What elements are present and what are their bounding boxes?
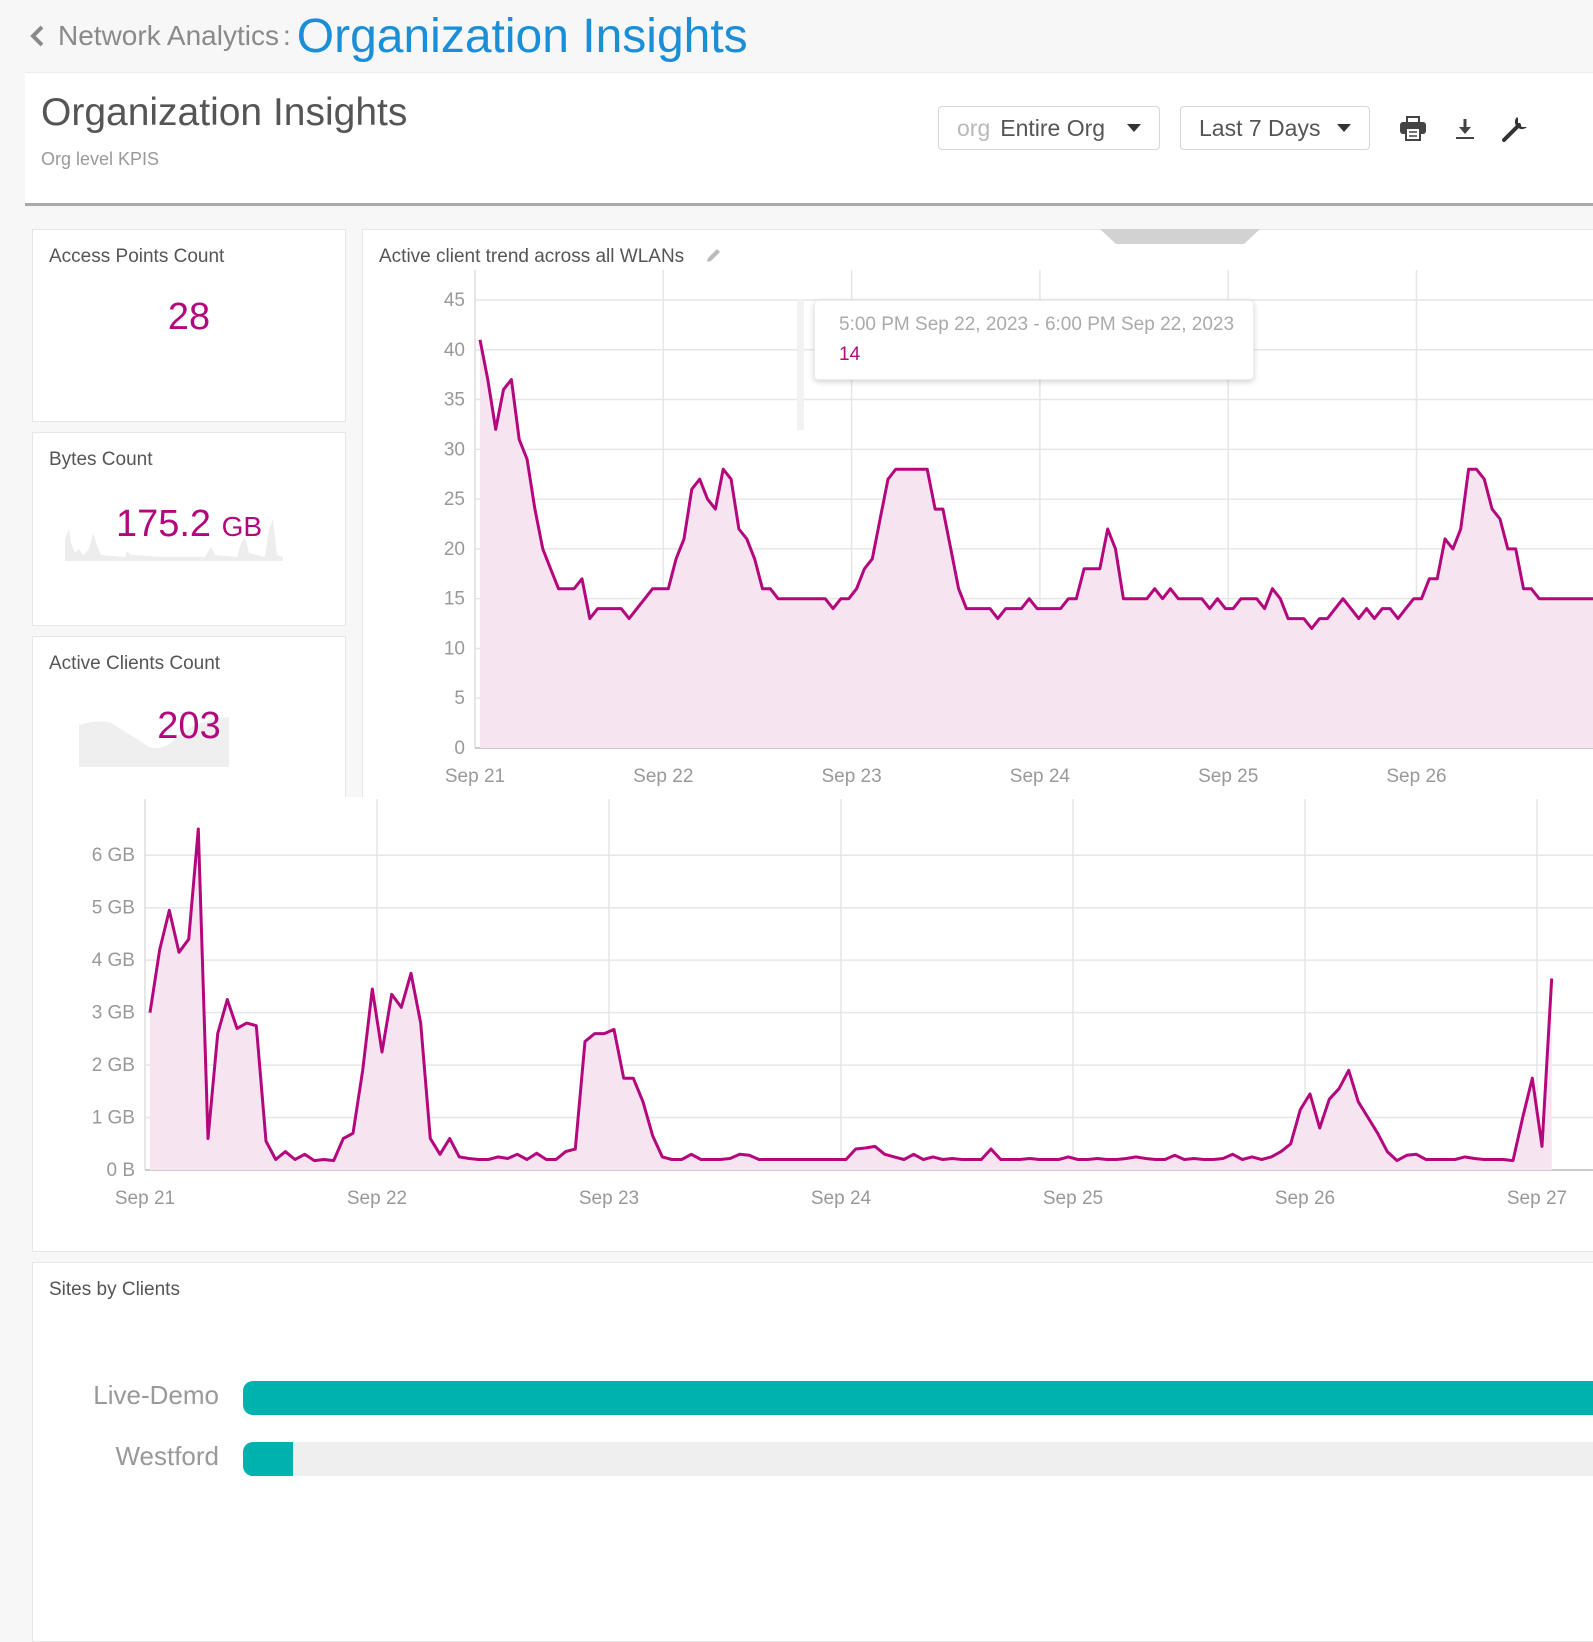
- org-select[interactable]: org Entire Org: [938, 106, 1160, 150]
- x-tick-label: Sep 23: [579, 1188, 639, 1209]
- x-tick-label: Sep 24: [811, 1188, 872, 1209]
- chevron-left-icon[interactable]: [26, 21, 50, 51]
- page-header: Organization Insights Org level KPIS org…: [25, 72, 1593, 206]
- y-tick-label: 2 GB: [92, 1055, 135, 1076]
- kpi-value: 175.2 GB: [33, 503, 345, 546]
- org-select-prefix: org: [957, 114, 991, 141]
- y-tick-label: 4 GB: [92, 950, 135, 971]
- hover-band: [797, 300, 804, 430]
- site-bar[interactable]: [243, 1381, 1593, 1415]
- breadcrumb-parent-link[interactable]: Network Analytics: [58, 20, 279, 51]
- y-tick-label: 3 GB: [92, 1003, 135, 1024]
- x-tick-label: Sep 26: [1275, 1188, 1335, 1209]
- kpi-title: Bytes Count: [49, 449, 153, 470]
- tooltip-range: 5:00 PM Sep 22, 2023 - 6:00 PM Sep 22, 2…: [839, 314, 1235, 335]
- kpi-title: Access Points Count: [49, 246, 225, 267]
- wrench-icon: [1502, 117, 1527, 142]
- page-title: Organization Insights: [41, 91, 408, 134]
- caret-down-icon: [1127, 124, 1141, 132]
- x-tick-label: Sep 21: [115, 1188, 175, 1209]
- y-tick-label: 0 B: [106, 1160, 135, 1181]
- series-area: [150, 829, 1552, 1170]
- sites-by-clients-card: Sites by Clients Live-Demo Westford: [32, 1262, 1593, 1642]
- print-button[interactable]: [1397, 111, 1429, 145]
- drawer-handle[interactable]: [1100, 229, 1260, 245]
- chart-tooltip: 5:00 PM Sep 22, 2023 - 6:00 PM Sep 22, 2…: [814, 300, 1254, 380]
- org-select-value: Entire Org: [1000, 114, 1106, 141]
- print-icon: [1400, 116, 1426, 141]
- site-label: Westford: [115, 1441, 219, 1471]
- x-tick-label: Sep 25: [1043, 1188, 1103, 1209]
- kpi-value-unit: GB: [221, 511, 263, 542]
- site-bar-track[interactable]: [243, 1442, 1593, 1476]
- kpi-card-active-clients: Active Clients Count 203: [32, 636, 346, 806]
- caret-down-icon: [1337, 124, 1351, 132]
- settings-button[interactable]: [1499, 111, 1531, 145]
- page-subtitle: Org level KPIS: [41, 149, 160, 169]
- y-tick-label: 1 GB: [92, 1108, 135, 1129]
- series-line: [148, 827, 1554, 1163]
- bytes-sparkline: [65, 519, 283, 561]
- kpi-value: 28: [167, 296, 211, 338]
- site-bar-track[interactable]: [243, 1381, 1593, 1415]
- y-tick-label: 5 GB: [92, 898, 135, 919]
- kpi-value-number: 175.2: [115, 503, 212, 545]
- x-tick-label: Sep 22: [347, 1188, 407, 1209]
- kpi-title: Active Clients Count: [49, 653, 221, 674]
- chart-plot: 0 B 1 GB 2 GB 3 GB 4 GB 5 GB 6 GB Sep 21 Sep 22 S…: [92, 799, 1593, 1209]
- breadcrumb-separator: :: [282, 20, 291, 51]
- bytes-trend-card: [32, 797, 1593, 1252]
- bytes-trend-chart: 0 B 1 GB 2 GB 3 GB 4 GB 5 GB 6 GB Sep 21 Sep 22 S…: [92, 799, 1593, 1209]
- site-bar[interactable]: [243, 1442, 293, 1476]
- download-icon: [1456, 119, 1474, 139]
- chart-title: Active client trend across all WLANs: [379, 246, 685, 267]
- x-tick-label: Sep 27: [1507, 1188, 1567, 1209]
- pencil-icon[interactable]: [705, 246, 723, 264]
- tooltip-value: 14: [839, 344, 861, 365]
- date-range-value: Last 7 Days: [1199, 114, 1321, 141]
- kpi-card-bytes: Bytes Count 175.2 GB: [32, 432, 346, 626]
- chart-title: Sites by Clients: [49, 1279, 180, 1300]
- site-label: Live-Demo: [93, 1380, 219, 1410]
- date-range-select[interactable]: Last 7 Days: [1180, 106, 1370, 150]
- kpi-value: 203: [157, 705, 221, 747]
- kpi-card-access-points: Access Points Count 28: [32, 229, 346, 422]
- clients-sparkline: [79, 717, 229, 767]
- breadcrumb: Network Analytics : Organization Insight…: [26, 8, 748, 64]
- y-tick-label: 6 GB: [92, 845, 135, 866]
- breadcrumb-current: Organization Insights: [296, 9, 748, 63]
- download-button[interactable]: [1449, 111, 1481, 145]
